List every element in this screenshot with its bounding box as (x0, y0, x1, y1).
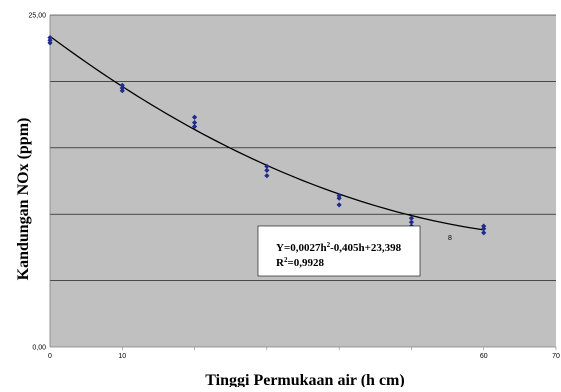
data-point-10 (264, 167, 270, 173)
data-point-14 (336, 193, 342, 199)
data-point-13 (336, 195, 342, 201)
equation-exponent: 2 (327, 241, 331, 249)
r-squared-text: R2=0,9928 (276, 256, 324, 269)
tick-labels: 0,00 25,00 0 10 60 70 (28, 13, 560, 361)
data-point-5 (119, 82, 125, 88)
data-point-0 (47, 40, 53, 46)
plot-area (49, 14, 557, 350)
data-point-12 (336, 202, 342, 208)
y-axis-title: Kandungan NOx (ppm) (15, 118, 32, 281)
data-point-17 (408, 215, 415, 221)
data-point-18 (481, 230, 487, 236)
data-point-20 (481, 223, 487, 229)
data-point-19 (481, 226, 487, 232)
equation-text: Y=0,0027h2-0,405h+23,398 (276, 241, 402, 254)
y-tick-label-25: 25,00 (28, 13, 46, 20)
data-point-6 (191, 123, 198, 130)
data-point-3 (119, 88, 125, 94)
x-axis-title: Tinggi Permukaan air (h cm) (205, 372, 404, 387)
equation-rest: -0,405h+23,398 (330, 242, 402, 254)
data-point-11 (264, 163, 270, 169)
equation-box-frame (257, 225, 421, 277)
stray-label: 8 (448, 235, 452, 242)
equation-box: Y=0,0027h2-0,405h+23,398 R2=0,9928 (257, 225, 421, 277)
data-point-16 (408, 219, 415, 225)
r-squared-rest: =0,9928 (287, 257, 324, 269)
r-squared-exponent: 2 (284, 256, 288, 264)
x-tick-label-60: 60 (480, 353, 488, 360)
r-squared-main: R (276, 257, 285, 269)
x-tick-label-70: 70 (552, 353, 560, 360)
x-tick-label-0: 0 (48, 353, 52, 360)
data-point-8 (191, 114, 198, 120)
equation-main: Y=0,0027h (276, 242, 327, 254)
data-point-2 (47, 34, 53, 41)
data-point-4 (119, 85, 125, 91)
data-point-7 (191, 119, 198, 126)
data-marks (47, 34, 487, 236)
data-point-1 (47, 37, 53, 43)
x-tick-label-10: 10 (118, 353, 126, 360)
data-point-9 (264, 173, 270, 179)
y-tick-label-0: 0,00 (32, 345, 46, 352)
